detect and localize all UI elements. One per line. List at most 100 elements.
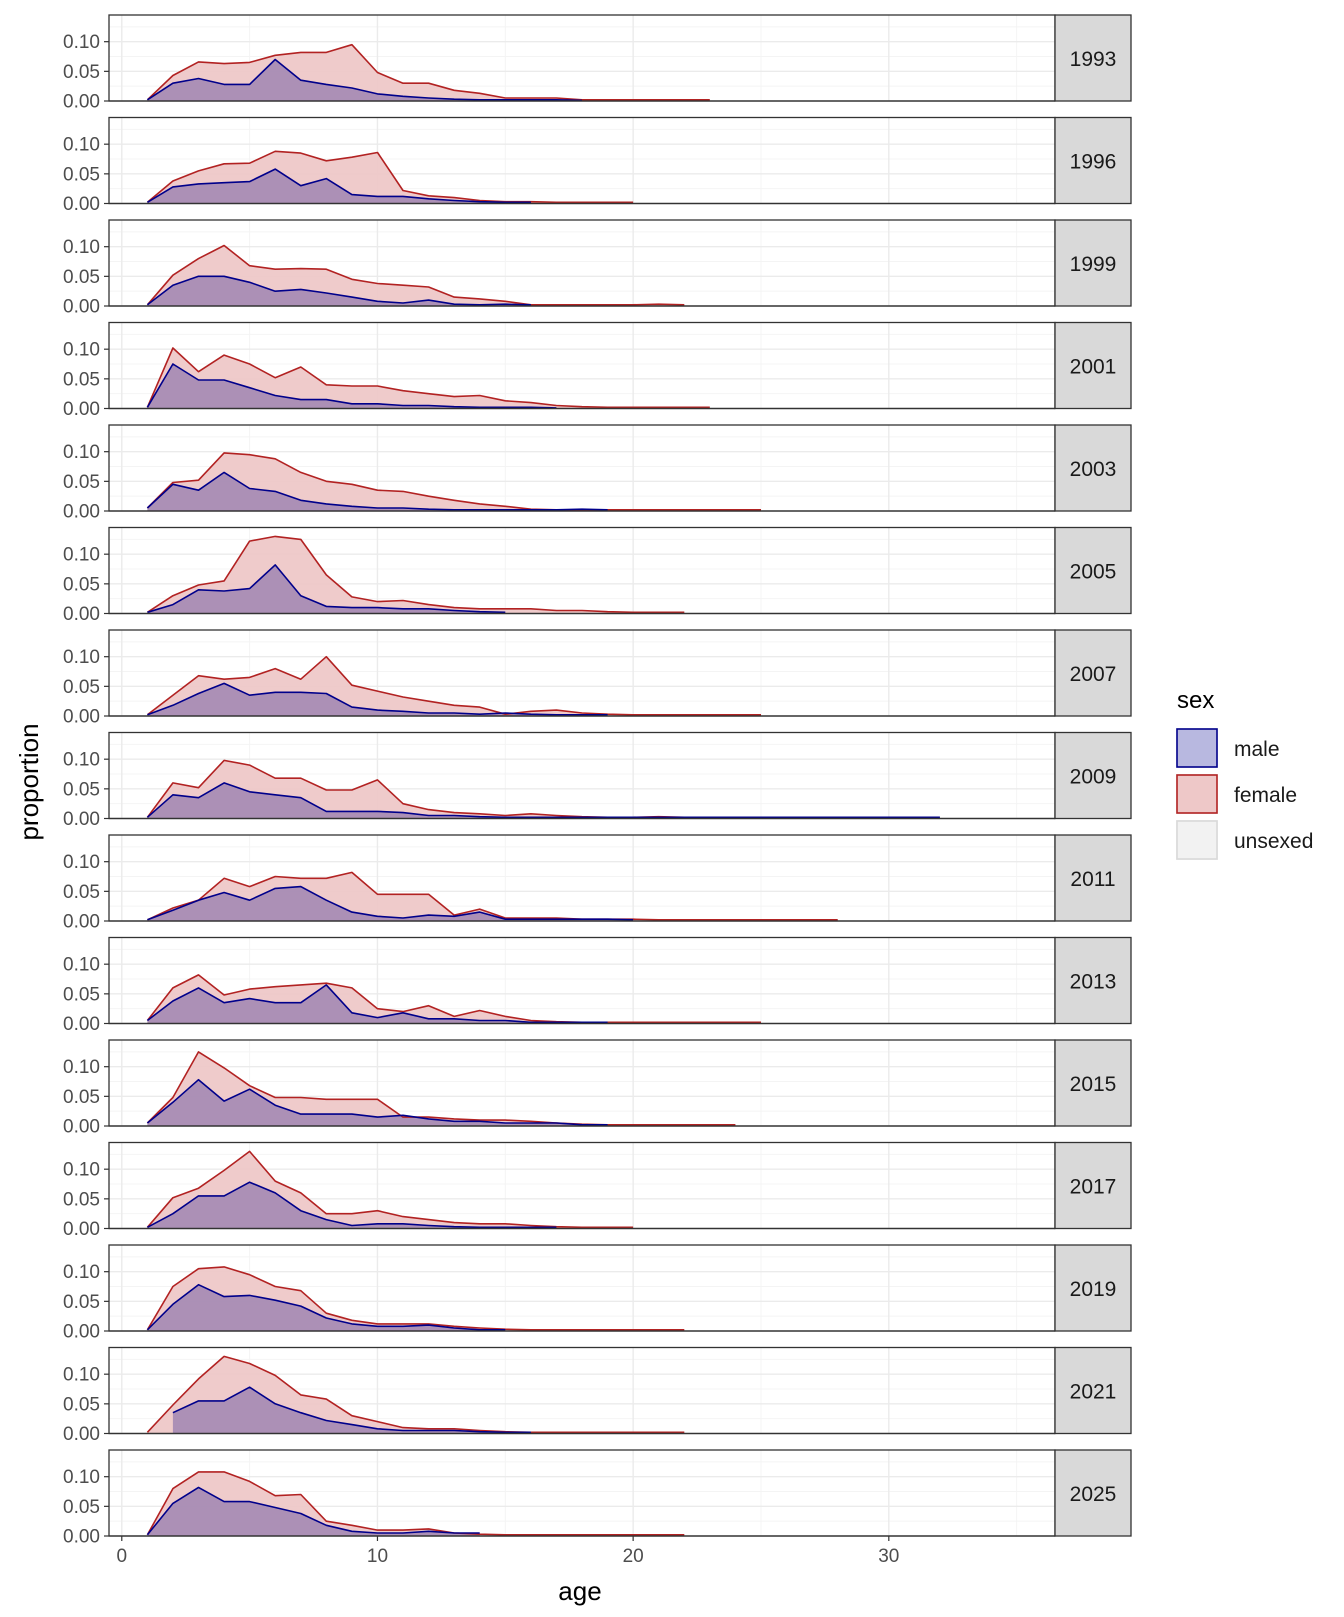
panel-1996: 1996 0.00 0.05 0.10 [63,116,1132,215]
male-line [146,1283,506,1331]
male-area [147,1079,608,1126]
female-line [146,535,685,614]
y-tick-label: 0.05 [63,1292,100,1313]
male-line [146,471,608,511]
y-tick-label: 0.10 [63,442,100,463]
y-tick-label: 0.10 [63,1160,100,1181]
y-tick-label: 0.00 [63,92,100,113]
y-tick-label: 0.00 [63,1219,100,1240]
y-tick-label: 0.05 [63,1394,100,1415]
female-line [146,244,685,306]
facet-strip-label: 2009 [1070,766,1117,789]
x-axis-title: age [558,1576,601,1606]
panel-2001: 2001 0.00 0.05 0.10 [63,321,1132,420]
panel-2013: 2013 0.00 0.05 0.10 [63,936,1132,1035]
female-line [146,150,634,204]
y-tick-label: 0.10 [63,1467,100,1488]
x-tick-label: 0 [116,1546,127,1567]
facet-strip-label: 2025 [1070,1483,1117,1506]
female-line [146,1051,736,1126]
y-tick-label: 0.00 [63,399,100,420]
female-line [147,871,838,921]
y-tick-label: 0.05 [63,677,100,698]
legend-key-female [1176,774,1218,814]
facet-strip-label: 2001 [1070,356,1117,379]
male-area [147,886,634,921]
facet-strip [1054,629,1132,717]
y-tick-label: 0.05 [63,1497,100,1518]
male-area [147,1487,480,1536]
facet-strip-label: 2007 [1070,663,1117,686]
facet-strip [1054,219,1132,307]
legend-item-unsexed: unsexed [1176,820,1313,860]
male-line [147,885,634,921]
male-line [147,682,608,716]
y-axis-title: proportion [14,723,44,840]
facet-strip [1054,14,1132,102]
facet-strip-label: 2015 [1070,1073,1117,1096]
facet-strip [1054,1141,1132,1230]
legend: sex male female unsexed [1176,687,1313,860]
facet-strip [1054,834,1132,922]
panel-2005: 2005 0.00 0.05 0.10 [63,526,1132,625]
y-tick-label: 0.05 [63,779,100,800]
legend-item-female: female [1176,774,1297,814]
legend-label: unsexed [1234,830,1313,853]
facet-strip-label: 2003 [1070,458,1117,481]
female-area [147,760,838,819]
y-tick-label: 0.10 [63,647,100,668]
male-area [147,364,557,409]
y-tick-label: 0.10 [63,1262,100,1283]
panels-layer: 1993 0.00 0.05 0.10 1996 0.00 0.05 0.10 1999 0.00… [63,14,1132,1548]
male-area [147,564,506,614]
facet-strip-label: 2011 [1070,868,1115,891]
facet-strip [1054,526,1132,615]
y-tick-label: 0.00 [63,194,100,215]
panel-2021: 2021 0.00 0.05 0.10 [63,1346,1132,1445]
y-tick-label: 0.05 [63,1087,100,1108]
y-tick-label: 0.05 [63,882,100,903]
y-tick-label: 0.05 [63,472,100,493]
male-line [146,363,557,409]
legend-label: female [1234,784,1297,807]
x-tick-label: 10 [367,1546,388,1567]
female-line [146,347,710,409]
female-area [147,348,710,409]
y-tick-label: 0.05 [63,574,100,595]
y-tick-label: 0.00 [63,1527,100,1548]
male-line [146,782,940,819]
y-tick-label: 0.10 [63,1365,100,1386]
x-tick-label: 30 [878,1546,899,1567]
male-area [147,1182,557,1229]
y-tick-label: 0.10 [63,955,100,976]
facet-strip-label: 2013 [1070,971,1117,994]
facet-strip [1054,1244,1132,1332]
y-tick-label: 0.00 [63,1117,100,1138]
facet-strip-label: 2017 [1070,1176,1117,1199]
male-line [146,275,531,306]
y-tick-label: 0.00 [63,604,100,625]
y-tick-label: 0.10 [63,237,100,258]
y-tick-label: 0.10 [63,135,100,156]
male-area [147,472,608,511]
male-area [147,683,608,716]
y-tick-label: 0.00 [63,1014,100,1035]
female-line [146,1266,685,1331]
facet-strip-label: 2005 [1070,561,1117,584]
male-line [146,58,583,102]
legend-key-unsexed [1176,820,1218,860]
male-area [147,59,582,101]
panel-2019: 2019 0.00 0.05 0.10 [63,1244,1132,1343]
panel-2025: 2025 0.00 0.05 0.10 [63,1449,1132,1548]
y-tick-label: 0.10 [63,545,100,566]
panel-2003: 2003 0.00 0.05 0.10 [63,424,1132,523]
female-area [147,1051,736,1126]
facet-strip-label: 2019 [1070,1278,1117,1301]
y-tick-label: 0.00 [63,1424,100,1445]
y-tick-label: 0.05 [63,62,100,83]
y-tick-label: 0.00 [63,707,100,728]
y-tick-label: 0.00 [63,809,100,830]
y-tick-label: 0.05 [63,1189,100,1210]
